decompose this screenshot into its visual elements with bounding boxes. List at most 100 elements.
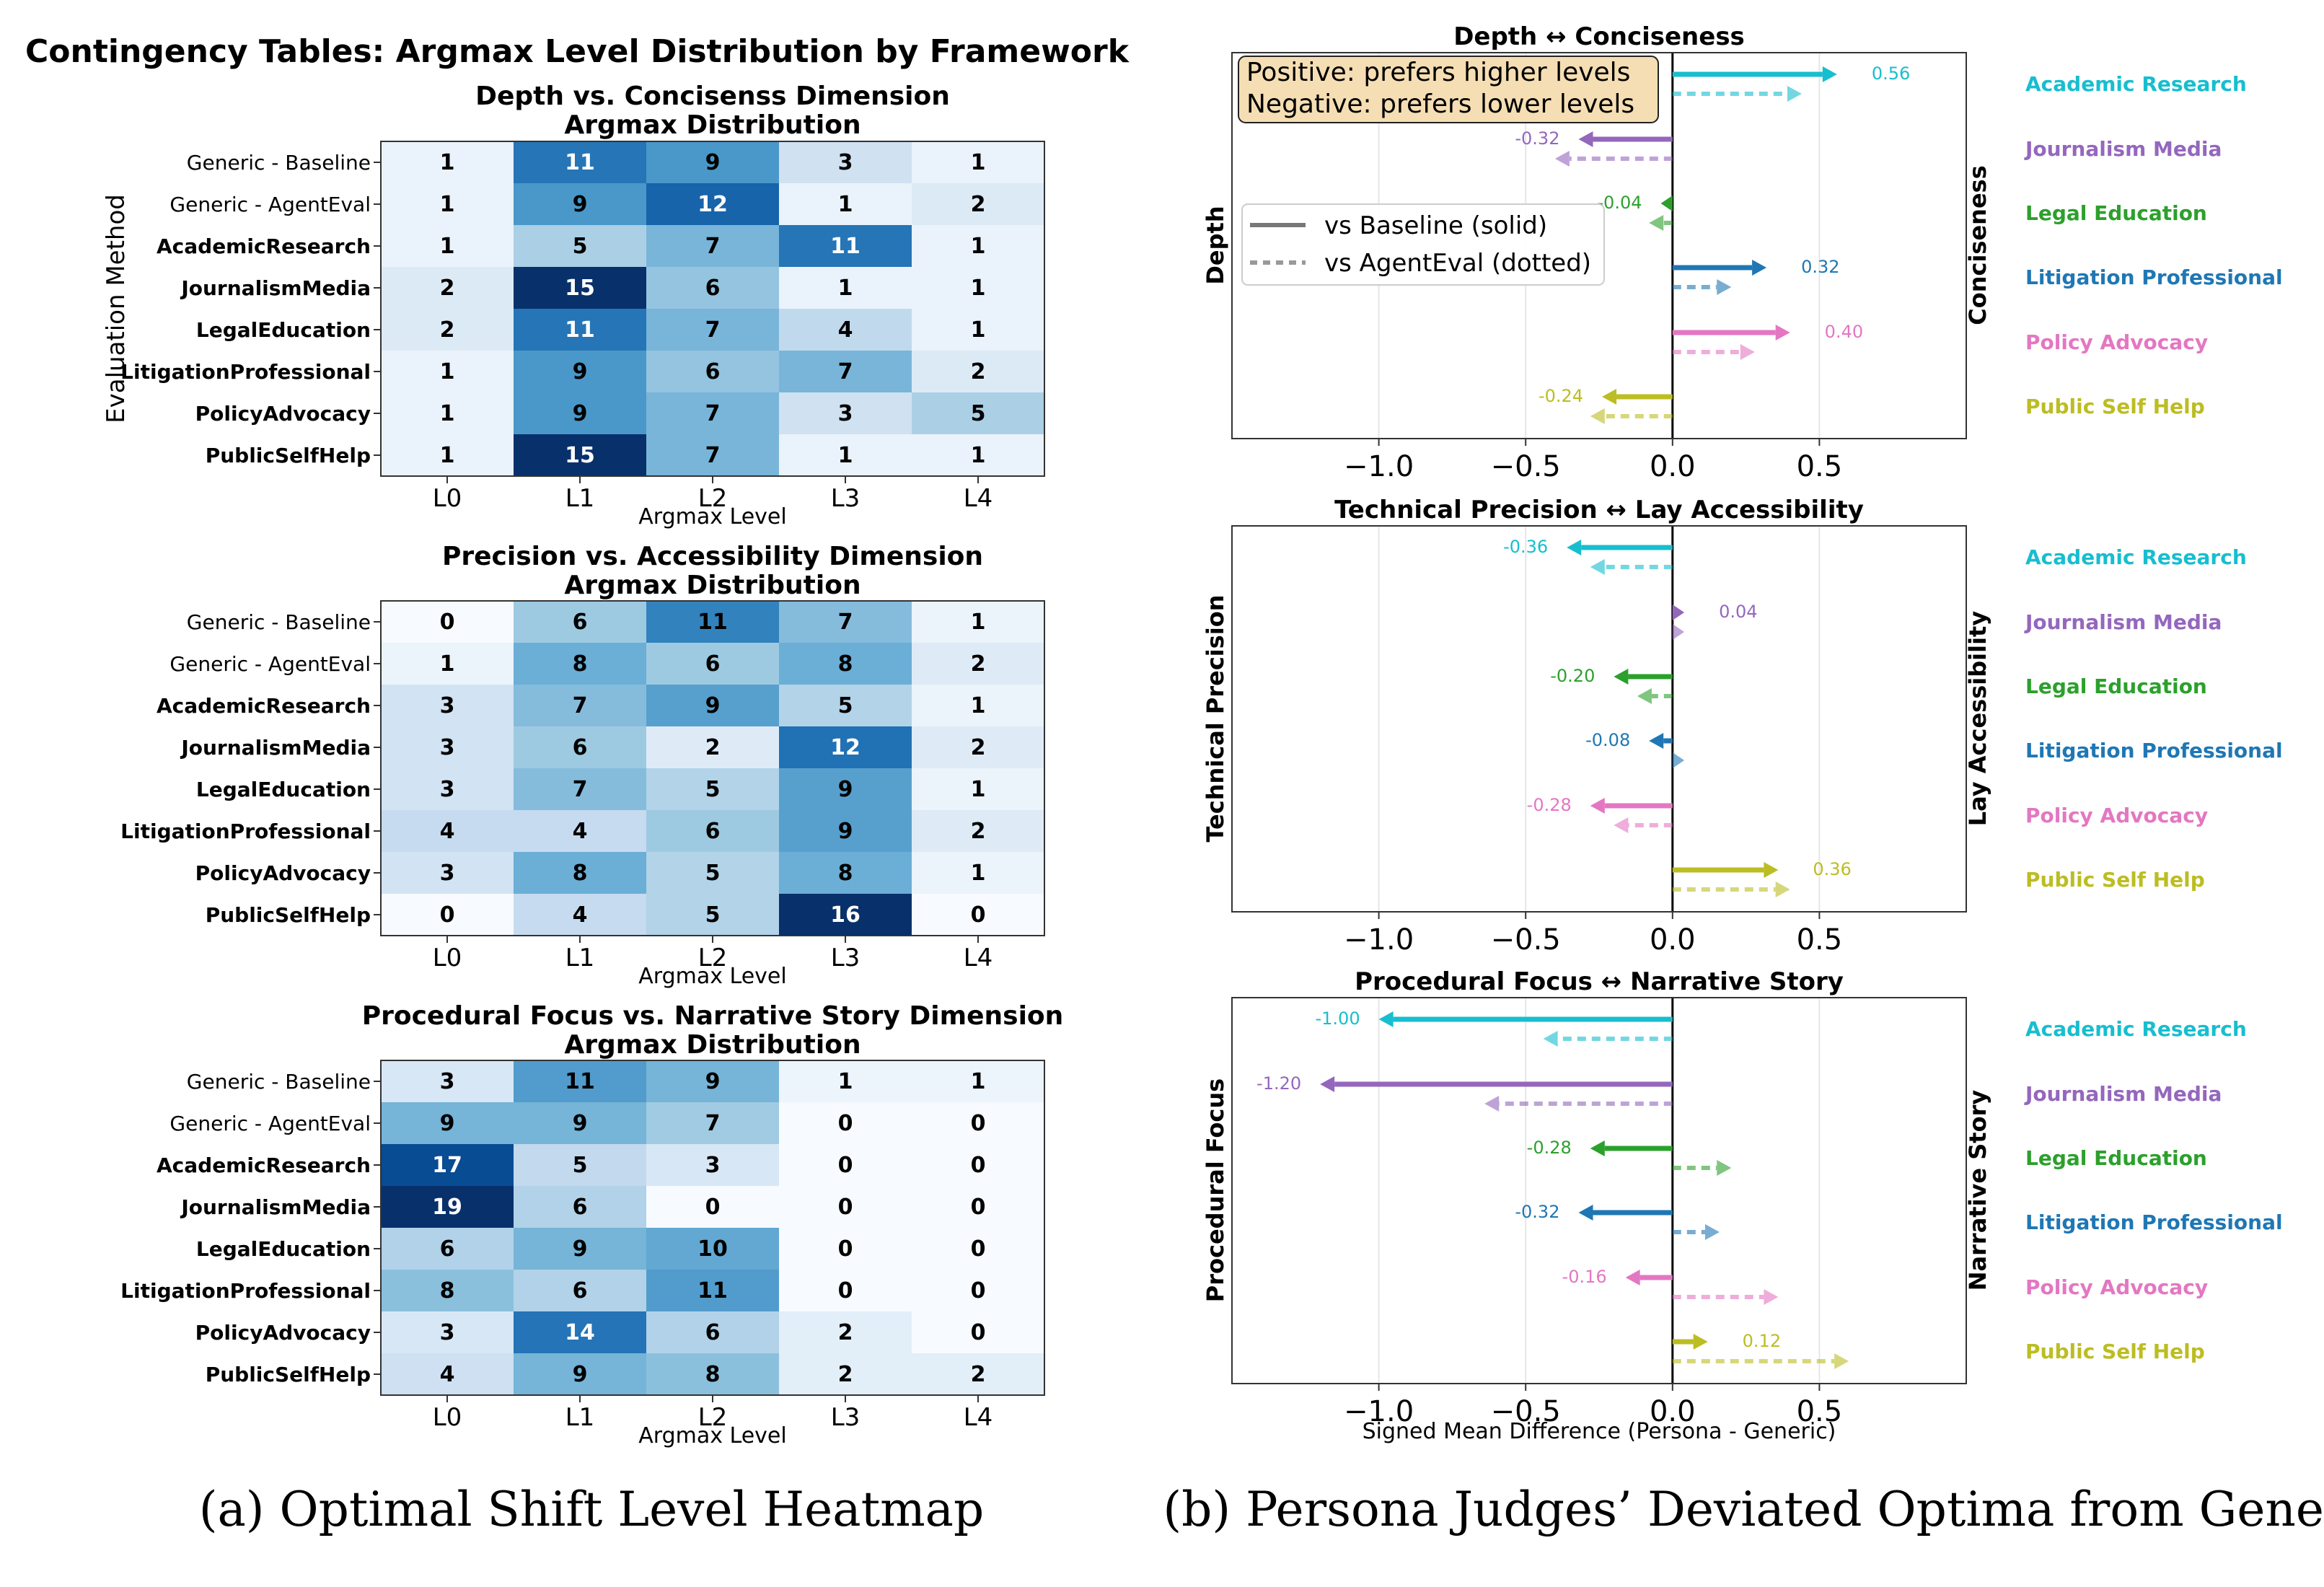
annotation-background bbox=[1238, 56, 1659, 123]
heatmap-xlabel: Argmax Level bbox=[638, 504, 786, 529]
heatmap-cell-value: 7 bbox=[573, 777, 588, 802]
heatmap-cell-value: 0 bbox=[838, 1195, 853, 1220]
heatmap-cell-value: 16 bbox=[830, 902, 861, 928]
heatmap-cell bbox=[779, 1311, 912, 1353]
heatmap-cell-value: 0 bbox=[971, 902, 986, 928]
heatmap-cell bbox=[779, 643, 912, 685]
heatmap-cell bbox=[646, 309, 779, 351]
baseline-value-label: -1.20 bbox=[1256, 1073, 1301, 1094]
heatmap-cell-value: 12 bbox=[830, 735, 861, 760]
heatmap-cell-value: 10 bbox=[697, 1236, 728, 1262]
persona-label: Legal Education bbox=[2025, 674, 2207, 698]
heatmap-cell bbox=[514, 768, 646, 810]
heatmap-row-label: LegalEducation bbox=[196, 778, 371, 801]
heatmap-cell bbox=[912, 183, 1044, 225]
heatmap-cell bbox=[912, 685, 1044, 726]
persona-label: Policy Advocacy bbox=[2025, 804, 2208, 827]
heatmap-cell bbox=[779, 768, 912, 810]
baseline-value-label: -0.24 bbox=[1539, 386, 1583, 406]
heatmap-cell bbox=[381, 810, 514, 852]
heatmap-cell-value: 6 bbox=[705, 651, 721, 677]
heatmap-row-label: Generic - Baseline bbox=[187, 1070, 371, 1094]
heatmap-cell bbox=[912, 852, 1044, 894]
heatmap-cell bbox=[912, 351, 1044, 392]
heatmap-cell bbox=[381, 726, 514, 768]
heatmap-cell bbox=[912, 141, 1044, 183]
heatmap-cell bbox=[912, 810, 1044, 852]
heatmap-cell bbox=[381, 1186, 514, 1228]
heatmap-cell-value: 2 bbox=[971, 651, 986, 677]
heatmap-row-label: LitigationProfessional bbox=[120, 360, 371, 384]
heatmap-cell bbox=[514, 852, 646, 894]
heatmap-cell-value: 0 bbox=[838, 1236, 853, 1262]
heatmap-cell bbox=[514, 434, 646, 476]
heatmap-cell bbox=[912, 1228, 1044, 1270]
agenteval-arrow-group bbox=[1672, 1160, 1732, 1176]
heatmap-cell-value: 17 bbox=[432, 1153, 462, 1178]
heatmap-cell bbox=[779, 1144, 912, 1186]
heatmap-cell bbox=[514, 1102, 646, 1144]
agenteval-arrow-group bbox=[1672, 279, 1732, 295]
heatmap-col-label: L4 bbox=[964, 484, 993, 513]
heatmap-row-label: PublicSelfHelp bbox=[206, 444, 371, 467]
heatmap-cell bbox=[514, 1353, 646, 1395]
heatmap-cell bbox=[646, 267, 779, 309]
figure-suptitle: Contingency Tables: Argmax Level Distrib… bbox=[25, 33, 1130, 70]
persona-label: Public Self Help bbox=[2025, 395, 2205, 418]
heatmap-cell-value: 1 bbox=[838, 276, 853, 301]
heatmap-cell bbox=[381, 392, 514, 434]
heatmap-cell bbox=[381, 141, 514, 183]
heatmap-cell bbox=[912, 894, 1044, 936]
heatmap-title: Procedural Focus vs. Narrative Story Dim… bbox=[362, 1001, 1064, 1031]
baseline-value-label: 0.40 bbox=[1825, 322, 1863, 342]
heatmap-cell bbox=[779, 726, 912, 768]
panel-frame bbox=[1231, 52, 1967, 439]
heatmap-col-label: L3 bbox=[831, 1403, 861, 1432]
heatmap-cell bbox=[381, 601, 514, 643]
heatmap-cell-value: 8 bbox=[705, 1362, 721, 1387]
caption-b: (b) Persona Judges’ Deviated Optima from… bbox=[1163, 1482, 2324, 1537]
heatmap-cell bbox=[514, 726, 646, 768]
heatmap-cell-value: 8 bbox=[440, 1278, 455, 1304]
baseline-value-label: 0.32 bbox=[1801, 257, 1839, 277]
heatmap-cell bbox=[514, 810, 646, 852]
heatmap-cell bbox=[646, 643, 779, 685]
heatmap-procedural-narrative: Procedural Focus vs. Narrative Story Dim… bbox=[120, 1001, 1063, 1448]
heatmap-cell-value: 8 bbox=[838, 861, 853, 886]
heatmap-row-label: PolicyAdvocacy bbox=[195, 402, 371, 426]
baseline-value-label: -0.16 bbox=[1562, 1267, 1607, 1287]
legend: vs Baseline (solid) vs AgentEval (dotted… bbox=[1241, 203, 1605, 286]
heatmap-cell bbox=[381, 1270, 514, 1311]
heatmap-cell bbox=[912, 1102, 1044, 1144]
heatmap-cell-value: 2 bbox=[971, 735, 986, 760]
heatmap-cell bbox=[646, 225, 779, 267]
heatmap-cell-value: 14 bbox=[565, 1320, 595, 1345]
heatmap-cell-value: 1 bbox=[971, 276, 986, 301]
heatmap-cell bbox=[779, 1060, 912, 1102]
agenteval-arrow-head bbox=[1787, 86, 1802, 102]
heatmap-cell-value: 0 bbox=[971, 1278, 986, 1304]
heatmap-row-label: JournalismMedia bbox=[180, 276, 371, 300]
heatmap-cell-value: 3 bbox=[440, 1320, 455, 1345]
heatmap-cell-value: 5 bbox=[573, 234, 588, 259]
heatmap-cell-value: 11 bbox=[565, 1069, 595, 1094]
heatmap-cell bbox=[646, 1311, 779, 1353]
panel-xtick-label: −0.5 bbox=[1491, 923, 1561, 957]
persona-label: Litigation Professional bbox=[2025, 265, 2283, 289]
heatmap-cell-value: 4 bbox=[573, 819, 588, 844]
heatmap-row-label: LegalEducation bbox=[196, 318, 371, 342]
heatmap-cell-value: 6 bbox=[573, 610, 588, 635]
heatmap-cell-value: 4 bbox=[440, 1362, 455, 1387]
diverging-panel-precision-accessibility: Technical Precision ↔ Lay Accessibility … bbox=[1202, 496, 2283, 957]
heatmap-cell-value: 3 bbox=[440, 1069, 455, 1094]
panel-xtick-label: −1.0 bbox=[1344, 1395, 1414, 1428]
baseline-value-label: 0.56 bbox=[1872, 63, 1910, 84]
heatmap-cell bbox=[779, 141, 912, 183]
heatmap-cell-value: 4 bbox=[573, 902, 588, 928]
heatmap-cell-value: 1 bbox=[838, 443, 853, 468]
baseline-value-label: 0.12 bbox=[1743, 1331, 1781, 1351]
heatmap-cell bbox=[646, 1102, 779, 1144]
heatmap-cell-value: 11 bbox=[565, 150, 595, 175]
heatmap-cell bbox=[646, 351, 779, 392]
heatmap-cell bbox=[779, 267, 912, 309]
